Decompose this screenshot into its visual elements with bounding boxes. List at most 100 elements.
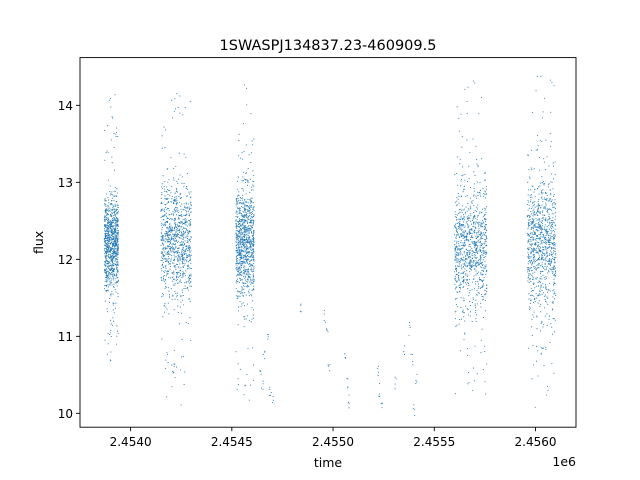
data-point [534, 206, 536, 208]
data-point [107, 267, 109, 269]
data-point [115, 133, 117, 135]
data-point [172, 249, 174, 251]
data-point [475, 210, 478, 212]
data-point [236, 195, 238, 197]
data-point [546, 241, 548, 244]
data-point [460, 252, 462, 254]
data-point [534, 266, 536, 268]
data-point [455, 310, 457, 312]
data-point [180, 356, 182, 358]
data-point [184, 263, 186, 265]
data-point [114, 242, 116, 244]
data-point [111, 261, 113, 263]
data-point [107, 343, 109, 345]
data-point [241, 274, 243, 276]
data-point [455, 246, 457, 248]
data-point [484, 255, 486, 258]
data-point [244, 256, 246, 258]
data-point [546, 194, 548, 196]
data-point [164, 257, 166, 259]
data-point [262, 353, 264, 356]
data-point [166, 207, 169, 209]
data-point [243, 84, 246, 86]
data-point [553, 298, 556, 300]
data-point [253, 263, 255, 265]
data-point [477, 165, 479, 167]
data-point [456, 222, 458, 224]
data-point [475, 274, 477, 276]
data-point [184, 218, 186, 220]
data-point [169, 229, 171, 231]
data-point [543, 235, 545, 237]
data-point [553, 257, 556, 259]
data-point [472, 138, 474, 140]
data-point [236, 211, 238, 213]
data-point [550, 259, 552, 261]
data-point [173, 179, 175, 181]
data-point [160, 236, 162, 238]
data-point [534, 258, 536, 260]
data-point [166, 191, 168, 193]
data-point [454, 201, 457, 203]
data-point [172, 211, 174, 213]
data-point [183, 214, 185, 216]
data-point [530, 228, 532, 230]
data-point [238, 211, 240, 213]
data-point [248, 218, 250, 221]
data-point [248, 272, 250, 274]
data-point [481, 251, 483, 254]
data-point [238, 267, 240, 269]
data-point [472, 217, 475, 219]
data-point [182, 245, 184, 247]
data-point [550, 141, 552, 143]
data-point [106, 276, 108, 278]
data-point [168, 313, 170, 315]
data-point [245, 230, 247, 233]
data-point [249, 260, 251, 262]
data-point [554, 262, 556, 264]
data-point [175, 190, 177, 193]
data-point [173, 240, 175, 242]
data-point [177, 240, 179, 242]
data-point [162, 254, 164, 257]
data-point [464, 256, 466, 258]
data-point [185, 287, 187, 290]
data-point [190, 262, 192, 264]
data-point [238, 263, 240, 265]
data-point [189, 285, 191, 287]
data-point [189, 247, 192, 249]
data-points [103, 75, 557, 416]
data-point [241, 271, 243, 273]
data-point [181, 261, 184, 263]
data-point [161, 292, 163, 295]
data-point [177, 225, 179, 227]
data-point [326, 328, 328, 330]
data-point [537, 375, 539, 377]
data-point [481, 280, 483, 282]
data-point [481, 295, 483, 298]
data-point [481, 222, 483, 224]
data-point [468, 209, 470, 211]
data-point [545, 229, 547, 231]
data-point [474, 82, 476, 84]
data-point [189, 207, 191, 209]
data-point [105, 217, 107, 219]
x-axis-label: time [314, 455, 343, 470]
data-point [537, 247, 539, 249]
data-point [253, 185, 255, 187]
data-point [105, 270, 107, 272]
data-point [189, 317, 191, 319]
data-point [251, 254, 253, 256]
data-point [162, 208, 164, 210]
data-point [467, 354, 469, 357]
data-point [458, 323, 460, 325]
data-point [531, 262, 533, 264]
data-point [174, 233, 176, 236]
data-point [454, 318, 456, 320]
data-point [239, 301, 241, 303]
data-point [537, 258, 539, 261]
data-point [236, 294, 238, 296]
data-point [528, 240, 530, 242]
data-point [115, 235, 117, 237]
data-point [528, 266, 530, 269]
